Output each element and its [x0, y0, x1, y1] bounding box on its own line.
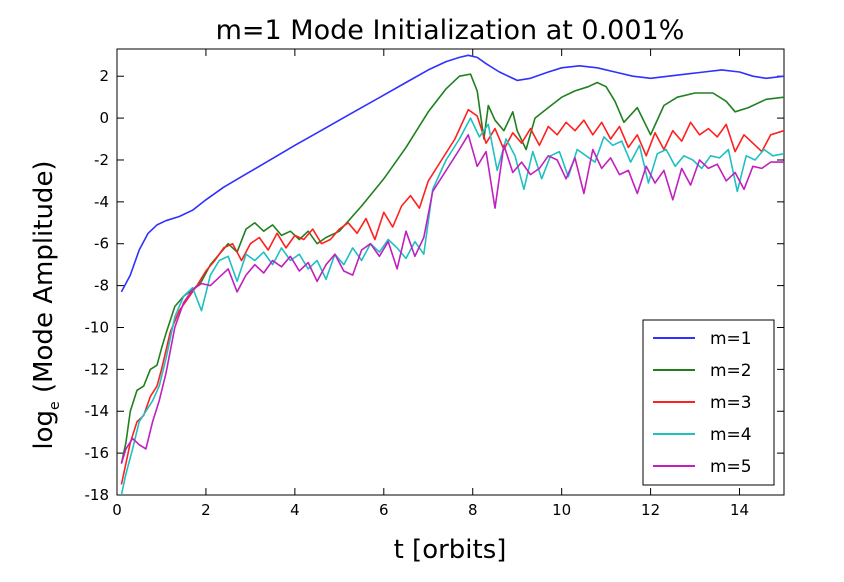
legend-label: m=3: [710, 393, 752, 413]
x-tick-label: 0: [112, 501, 122, 519]
x-tick-label: 12: [641, 501, 660, 519]
series-line-m4: [120, 117, 784, 495]
x-tick-label: 10: [552, 501, 571, 519]
y-tick-label: -14: [85, 402, 110, 420]
y-tick-label: -4: [94, 193, 109, 211]
y-tick-label: -10: [85, 318, 110, 336]
x-tick-label: 14: [730, 501, 749, 519]
chart-title: m=1 Mode Initialization at 0.001%: [216, 15, 685, 46]
y-tick-label: -6: [94, 235, 109, 253]
series-line-m1: [120, 54, 784, 293]
y-tick-label: 0: [99, 109, 109, 127]
y-tick-label: -18: [85, 486, 110, 504]
legend-label: m=4: [710, 425, 752, 445]
y-axis-label: loge (Mode Amplitude): [29, 160, 63, 449]
legend-label: m=2: [710, 361, 752, 381]
x-axis-label: t [orbits]: [394, 535, 507, 565]
y-tick-label: -16: [85, 444, 110, 462]
legend-label: m=1: [710, 329, 752, 349]
plot-content: 0 2 4 6 8 10 12 14 2 0 -2 -4 -6 -8 -10 -12 -14 -16 -18: [85, 48, 785, 519]
y-tick-label: -2: [94, 151, 109, 169]
x-tick-label: 6: [379, 501, 389, 519]
legend: m=1 m=2 m=3 m=4 m=5: [642, 319, 775, 486]
y-axis-label-rest: (Mode Amplitude): [29, 160, 59, 401]
x-tick-label: 8: [468, 501, 478, 519]
x-tick-label: 4: [290, 501, 300, 519]
plot-frame: [116, 48, 785, 496]
legend-label: m=5: [710, 457, 752, 477]
y-tick-label: -12: [85, 360, 110, 378]
y-axis-label-main: log: [29, 410, 59, 450]
y-tick-label: 2: [99, 67, 109, 85]
series-line-m3: [120, 108, 784, 485]
y-axis-label-sub: e: [47, 401, 63, 410]
y-tick-label: -8: [94, 277, 109, 295]
series-line-m5: [120, 134, 784, 464]
x-tick-label: 2: [201, 501, 211, 519]
